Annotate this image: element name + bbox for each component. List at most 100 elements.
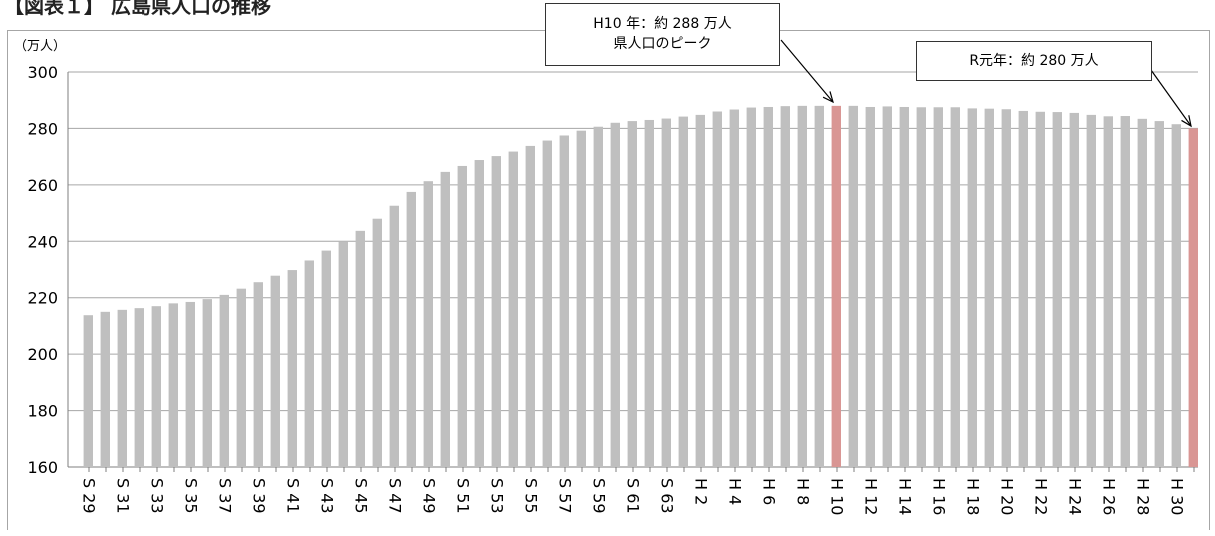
x-tick-label: H 20 <box>997 478 1016 515</box>
bar-S54 <box>508 151 518 468</box>
bar-S38 <box>236 288 246 467</box>
x-tick-label: S 49 <box>419 478 438 514</box>
bar-S50 <box>440 171 450 467</box>
x-tick-label: S 63 <box>657 478 676 514</box>
peak-arrow <box>780 39 834 103</box>
bar-S52 <box>474 160 484 467</box>
bar-H29 <box>1154 121 1164 467</box>
y-tick-label: 180 <box>27 402 58 421</box>
x-tick-label: S 31 <box>113 478 132 514</box>
bar-H15 <box>916 107 926 468</box>
bar-H13 <box>882 106 892 468</box>
x-tick-label: H 8 <box>793 478 812 505</box>
y-tick-label: 240 <box>27 232 58 251</box>
chart-title: 【図表１】 広島県人口の推移 <box>4 0 271 18</box>
bar-H30 <box>1171 124 1181 468</box>
x-tick-label: S 51 <box>453 478 472 514</box>
x-tick-label: S 29 <box>79 478 98 514</box>
bar-S39 <box>253 282 263 467</box>
y-tick-label: 200 <box>27 345 58 364</box>
bar-S32 <box>134 308 144 467</box>
bar-H8 <box>797 105 807 467</box>
x-tick-label: S 41 <box>283 478 302 514</box>
bar-H4 <box>729 109 739 468</box>
bar-S62 <box>644 119 654 467</box>
bar-S40 <box>270 275 280 467</box>
bar-S33 <box>151 306 161 467</box>
x-tick-label: H 6 <box>759 478 778 505</box>
x-tick-label: H 4 <box>725 478 744 505</box>
bar-H28 <box>1137 118 1147 467</box>
y-tick-label: 220 <box>27 289 58 308</box>
bar-H7 <box>780 106 790 467</box>
bar-H19 <box>984 108 994 467</box>
bar-H1 <box>678 116 688 467</box>
bar-S61 <box>627 121 637 467</box>
bar-H2 <box>695 114 705 467</box>
bar-S58 <box>576 130 586 467</box>
x-tick-label: H 18 <box>963 478 982 515</box>
x-tick-label: S 35 <box>181 478 200 514</box>
x-tick-label: S 33 <box>147 478 166 514</box>
bar-S42 <box>304 260 314 467</box>
bar-S51 <box>457 165 467 468</box>
bar-H21 <box>1018 110 1028 467</box>
peak-arrow-head <box>822 91 834 104</box>
x-tick-label: S 39 <box>249 478 268 514</box>
bar-S63 <box>661 118 671 467</box>
bar-H14 <box>899 106 909 467</box>
x-tick-label: H 10 <box>827 478 846 515</box>
x-tick-label: S 43 <box>317 478 336 514</box>
bar-S37 <box>219 294 229 467</box>
latest-arrow <box>1150 69 1192 127</box>
x-tick-label: S 53 <box>487 478 506 514</box>
bar-H12 <box>865 106 875 467</box>
x-tick-label: S 47 <box>385 478 404 514</box>
bar-S34 <box>168 303 178 467</box>
bar-H6 <box>763 106 773 467</box>
bar-H27 <box>1120 116 1130 467</box>
bar-S53 <box>491 156 501 468</box>
annotation-arrows <box>780 39 1192 128</box>
bar-H26 <box>1103 116 1113 468</box>
latest-annotation: R元年：約 280 万人 <box>916 41 1152 81</box>
x-tick-label: H 2 <box>691 478 710 505</box>
bar-S47 <box>389 205 399 467</box>
bar-S46 <box>372 218 382 467</box>
bar-S59 <box>593 126 603 467</box>
y-tick-label: 260 <box>27 176 58 195</box>
y-tick-label: 280 <box>27 119 58 138</box>
x-tick-label: H 14 <box>895 478 914 515</box>
bar-S48 <box>406 191 416 468</box>
bar-S56 <box>542 140 552 467</box>
x-tick-label: H 16 <box>929 478 948 515</box>
bar-S60 <box>610 122 620 468</box>
x-tick-label: H 28 <box>1133 478 1152 515</box>
bar-S45 <box>355 230 365 467</box>
y-tick-label: 160 <box>27 458 58 477</box>
bar-S31 <box>117 309 127 467</box>
bar-H9 <box>814 105 824 467</box>
peak-annotation-line-1: H10 年：約 288 万人 <box>593 16 732 32</box>
peak-annotation-line-2: 県人口のピーク <box>613 36 712 52</box>
x-tick-label: H 24 <box>1065 478 1084 515</box>
bar-H11 <box>848 105 858 467</box>
bar-R1 <box>1188 128 1198 467</box>
bar-H23 <box>1052 112 1062 468</box>
bar-H3 <box>712 111 722 467</box>
x-tick-label: S 57 <box>555 478 574 514</box>
bar-H5 <box>746 107 756 468</box>
latest-arrow-head <box>1181 115 1192 128</box>
bar-S30 <box>100 311 110 467</box>
y-tick-label: 300 <box>27 63 58 82</box>
bar-H17 <box>950 107 960 468</box>
x-tick-label: S 37 <box>215 478 234 514</box>
peak-annotation: H10 年：約 288 万人 県人口のピーク <box>545 3 780 66</box>
bar-S44 <box>338 241 348 467</box>
bar-S43 <box>321 250 331 467</box>
x-tick-label: H 30 <box>1167 478 1186 515</box>
x-tick-label: H 22 <box>1031 478 1050 515</box>
x-tick-label: H 12 <box>861 478 880 515</box>
y-axis-label: （万人） <box>14 39 66 54</box>
